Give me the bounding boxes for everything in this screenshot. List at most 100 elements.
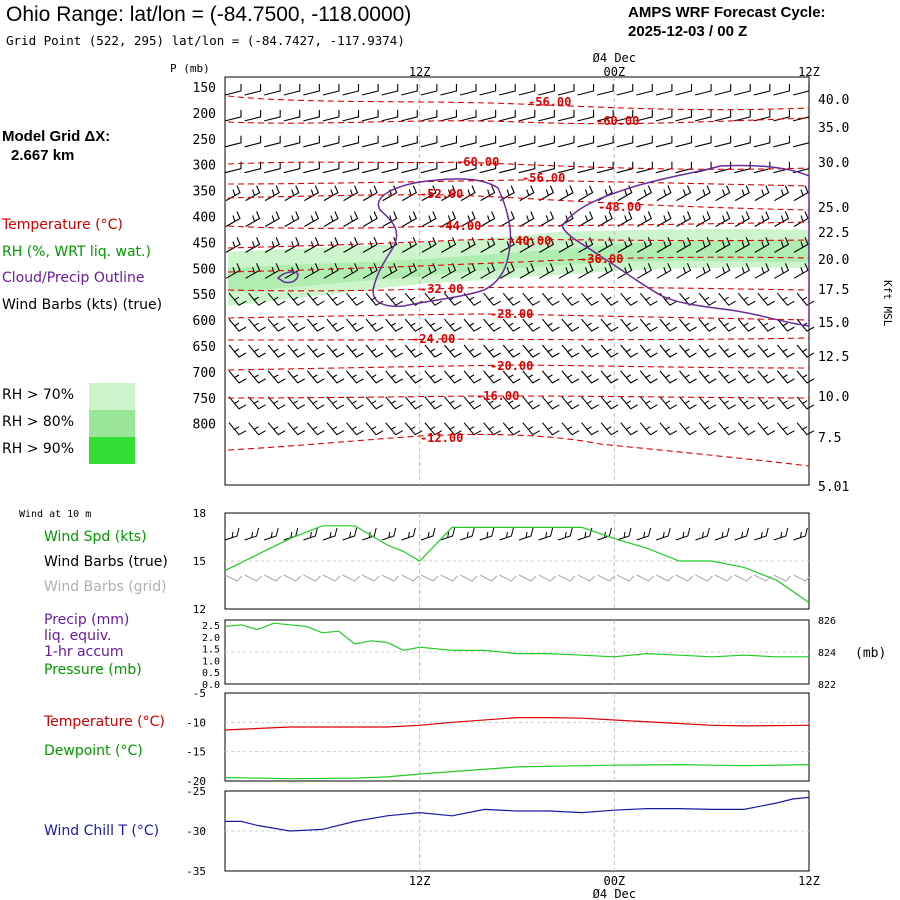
wind-barb — [385, 396, 403, 410]
wind-barb — [460, 263, 476, 279]
wind-barb — [557, 84, 575, 96]
wind-barb — [757, 292, 776, 306]
wind-barb — [776, 318, 795, 332]
wind-barb — [639, 318, 658, 332]
wind-barb — [480, 211, 496, 227]
true-wind-barb — [420, 527, 436, 541]
wind-barb — [225, 263, 241, 279]
wind-barb — [499, 84, 516, 96]
wind-barb — [401, 109, 418, 122]
isotherm — [227, 364, 810, 371]
wind-barb — [676, 237, 692, 253]
wind-barb — [502, 292, 521, 306]
wind-barb — [264, 211, 280, 227]
wind-barb — [679, 370, 697, 384]
wind-barb — [578, 185, 594, 202]
wind-barb — [306, 318, 325, 332]
wind-barb — [581, 370, 599, 384]
wind-barb — [424, 396, 443, 410]
wind-barb — [538, 84, 555, 96]
wind-barb — [617, 211, 633, 227]
wind-barb — [659, 370, 678, 384]
grid-wind-barb — [499, 574, 517, 582]
wind-barb — [306, 422, 325, 436]
wind-barb — [440, 84, 457, 96]
wind-barb — [796, 370, 815, 384]
wind-barb — [757, 396, 776, 410]
isotherm — [227, 395, 810, 399]
height-tick: 20.0 — [818, 253, 849, 268]
wind-barb — [365, 344, 384, 358]
wind-barb — [757, 422, 776, 436]
wind-barb — [774, 185, 790, 202]
wind-barb — [561, 370, 580, 384]
wind-barb — [424, 318, 443, 332]
wind-barb — [224, 84, 242, 96]
wind-barb — [792, 135, 810, 148]
grid-wind-barb — [283, 574, 302, 582]
wind-barb — [776, 292, 795, 306]
wind-barb — [737, 422, 756, 436]
wind-barb — [385, 370, 403, 384]
wind-barb — [267, 396, 286, 410]
wind-barb — [361, 135, 379, 148]
wind-barb — [597, 109, 614, 122]
temperature-tick: -5 — [193, 687, 206, 700]
wind-barb — [283, 161, 301, 174]
wind-barb — [303, 109, 320, 122]
isotherm — [227, 117, 810, 125]
wind-barb — [676, 185, 692, 202]
isotherm-label: -16.00 — [476, 389, 519, 403]
precip-tick: 2.0 — [202, 633, 220, 644]
wind-barb — [639, 344, 658, 358]
isotherm — [227, 337, 810, 341]
wind-barb — [675, 84, 693, 96]
wind-barb — [326, 396, 345, 410]
wind-barb — [306, 396, 325, 410]
wind-barb — [518, 109, 536, 122]
wind-barb — [698, 292, 717, 306]
isotherm-label: -52.00 — [420, 187, 463, 201]
wind-barb — [679, 344, 697, 358]
wind-barb — [361, 84, 379, 96]
wind-barb — [578, 263, 594, 279]
wind-barb — [796, 344, 815, 358]
wind-barb — [715, 237, 731, 253]
wind-barb — [577, 84, 595, 96]
wind-barb — [655, 109, 673, 122]
wind-barb — [561, 344, 580, 358]
wind-barb — [753, 135, 771, 148]
wind-barb — [248, 292, 266, 306]
wind-barb — [715, 211, 731, 227]
wind-barb — [539, 263, 555, 279]
isotherm — [227, 95, 810, 111]
grid-wind-barb — [303, 574, 321, 582]
pressure-tick: 300 — [193, 159, 216, 174]
true-wind-barb — [460, 527, 475, 541]
wind-barb — [715, 263, 731, 279]
pressure-unit: (mb) — [855, 646, 886, 661]
wind-barb — [581, 344, 599, 358]
wind-barb — [793, 263, 809, 279]
wind-barb — [518, 161, 536, 174]
wind-barb — [597, 135, 614, 148]
wind-barb — [441, 263, 457, 279]
wind-barb — [522, 318, 541, 332]
wind-barb — [655, 161, 673, 174]
isotherm — [227, 433, 810, 467]
wind-barb — [248, 422, 266, 436]
wind-barb — [483, 292, 501, 306]
wind-barb — [304, 237, 320, 253]
wind-barb — [346, 344, 364, 358]
wind-barb — [264, 161, 281, 174]
legend-cloud: Cloud/Precip Outline — [2, 270, 145, 286]
wind-barb — [561, 422, 580, 436]
wind-chill-tick: -30 — [186, 825, 206, 838]
wind-barb — [737, 344, 756, 358]
isotherm — [227, 286, 810, 292]
wind-barb — [541, 422, 560, 436]
wind-barb — [581, 396, 599, 410]
wind-barb — [499, 109, 516, 122]
wind-barb — [460, 211, 476, 227]
wind-barb — [365, 370, 384, 384]
